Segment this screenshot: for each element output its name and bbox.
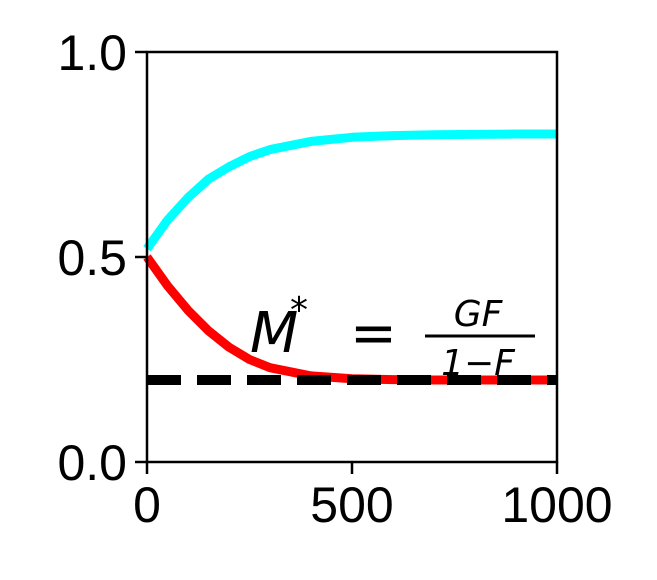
plot-lines — [143, 129, 557, 385]
formula-annotation: M * = GF 1−F — [250, 290, 535, 384]
plot-frame — [145, 50, 559, 464]
x-tick-label: 0 — [133, 477, 161, 533]
y-tick-label: 0.0 — [57, 435, 127, 491]
y-tick-label: 1.0 — [57, 25, 127, 81]
formula-denominator: 1−F — [441, 343, 516, 384]
x-tick-label: 1000 — [501, 477, 612, 533]
series-line-0 — [143, 129, 557, 252]
y-tick-label: 0.5 — [57, 230, 127, 286]
formula-numerator: GF — [454, 294, 504, 335]
formula-equals: = — [350, 301, 397, 366]
formula-superscript: * — [290, 290, 308, 331]
formula-lhs: M — [250, 301, 298, 366]
axis-ticks: 0 500 1000 0.0 0.5 1.0 — [57, 25, 612, 533]
x-tick-label: 500 — [310, 477, 393, 533]
